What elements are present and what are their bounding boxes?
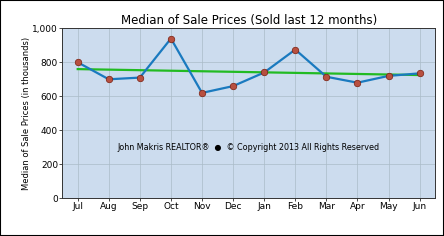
Point	[136, 76, 143, 80]
Point	[292, 48, 299, 51]
Point	[74, 60, 81, 64]
Point	[323, 75, 330, 79]
Point	[198, 91, 206, 95]
Point	[261, 71, 268, 74]
Point	[385, 74, 392, 78]
Point	[230, 84, 237, 88]
Point	[105, 77, 112, 81]
Title: Median of Sale Prices (Sold last 12 months): Median of Sale Prices (Sold last 12 mont…	[120, 14, 377, 27]
Point	[354, 81, 361, 84]
Y-axis label: Median of Sale Prices (in thousands): Median of Sale Prices (in thousands)	[22, 37, 31, 190]
Point	[167, 37, 174, 40]
Point	[416, 72, 423, 75]
Text: John Makris REALTOR®  ●  © Copyright 2013 All Rights Reserved: John Makris REALTOR® ● © Copyright 2013 …	[118, 143, 380, 152]
